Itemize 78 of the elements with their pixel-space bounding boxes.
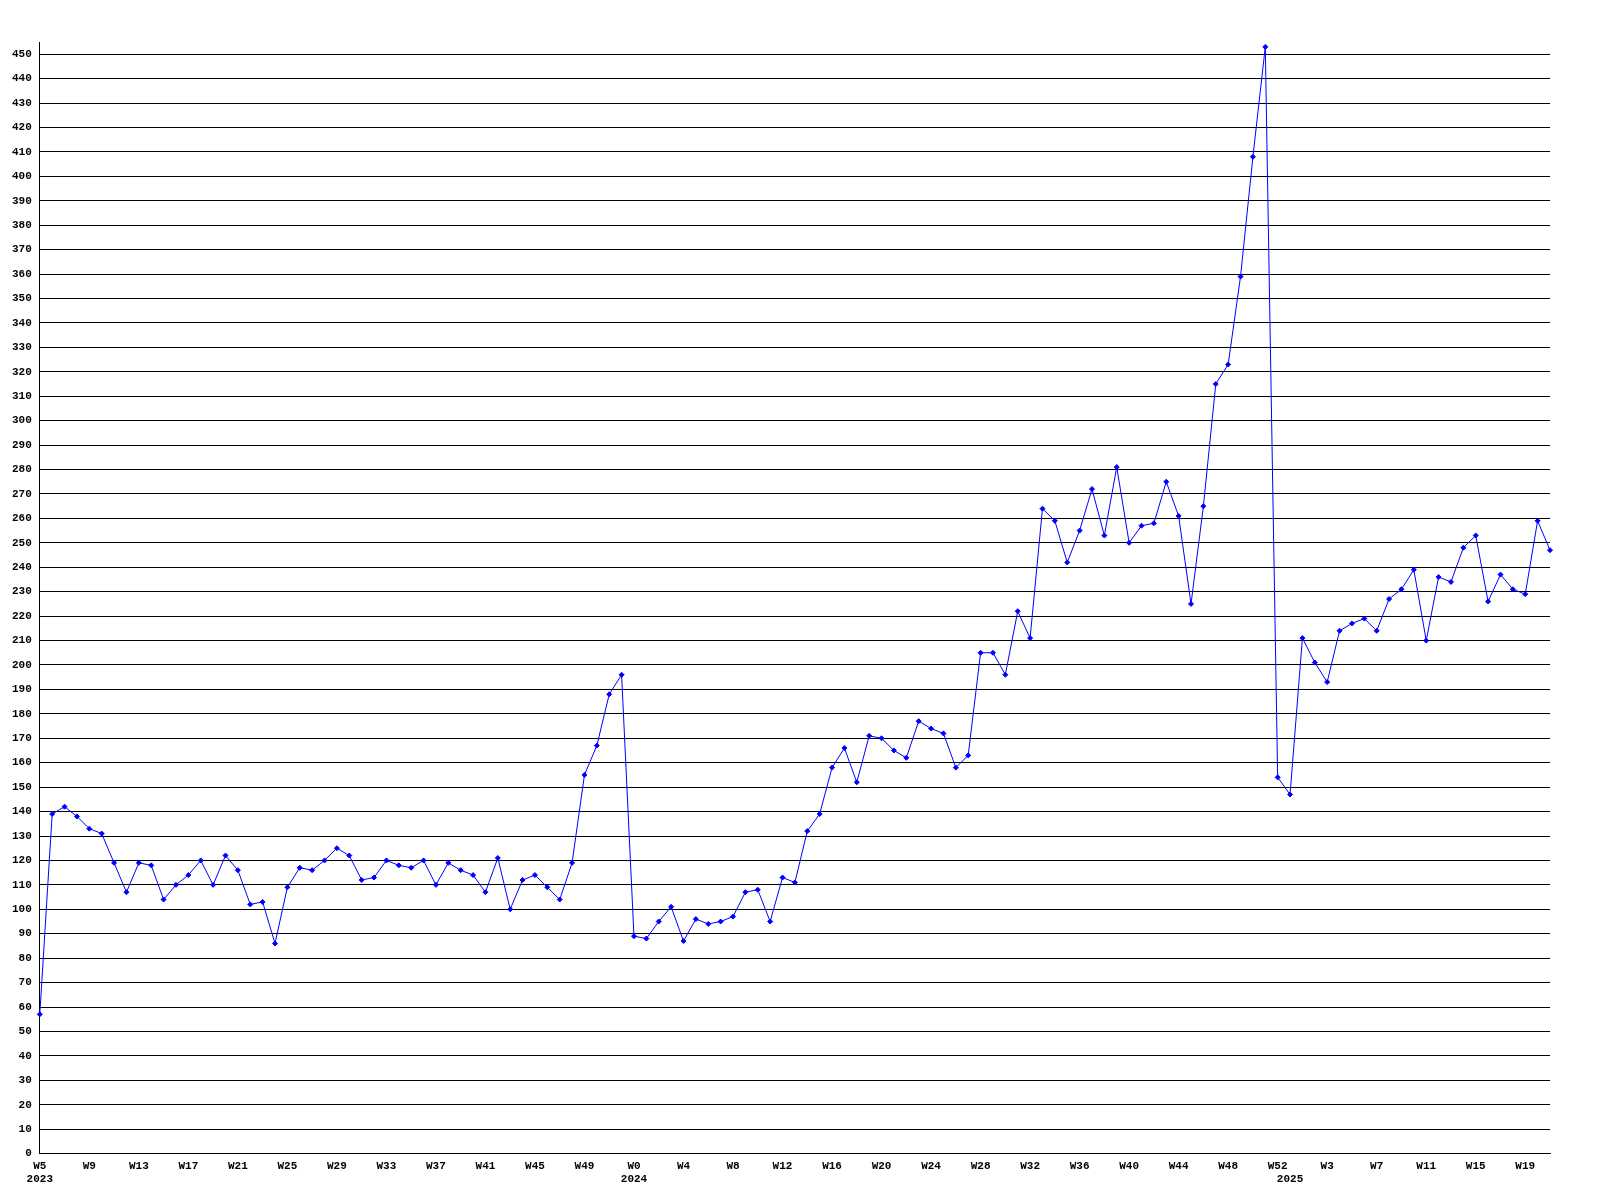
y-tick-label: 180 bbox=[11, 707, 32, 720]
x-tick-label: W0 2024 bbox=[620, 1159, 648, 1186]
y-tick-label: 70 bbox=[18, 976, 32, 989]
y-tick-label: 290 bbox=[11, 438, 32, 451]
y-tick-label: 340 bbox=[11, 316, 32, 329]
y-tick-label: 10 bbox=[18, 1122, 32, 1135]
x-tick-label: W36 bbox=[1069, 1159, 1090, 1172]
y-tick-label: 140 bbox=[11, 805, 32, 818]
x-tick-label: W13 bbox=[128, 1159, 150, 1172]
x-tick-label: W28 bbox=[970, 1159, 991, 1172]
x-tick-label: W8 bbox=[726, 1159, 741, 1172]
y-tick-label: 250 bbox=[11, 536, 32, 549]
y-tick-label: 420 bbox=[11, 121, 32, 134]
x-tick-label: W29 bbox=[326, 1159, 347, 1172]
x-tick-label: W44 bbox=[1168, 1159, 1189, 1172]
x-tick-label: W33 bbox=[376, 1159, 397, 1172]
y-tick-label: 130 bbox=[11, 829, 32, 842]
y-tick-label: 410 bbox=[11, 145, 32, 158]
x-tick-label: W45 bbox=[525, 1159, 546, 1172]
y-tick-label: 160 bbox=[11, 756, 32, 769]
y-tick-label: 450 bbox=[11, 47, 32, 60]
y-tick-label: 370 bbox=[11, 243, 32, 256]
y-tick-label: 430 bbox=[11, 96, 32, 109]
y-tick-label: 260 bbox=[11, 512, 32, 525]
x-tick-label: W15 bbox=[1465, 1159, 1487, 1172]
x-tick-label: W21 bbox=[227, 1159, 249, 1172]
x-tick-label: W7 bbox=[1370, 1159, 1384, 1172]
y-tick-label: 440 bbox=[11, 72, 32, 85]
x-tick-label: W41 bbox=[475, 1159, 496, 1172]
x-tick-label: W49 bbox=[574, 1159, 595, 1172]
y-tick-label: 200 bbox=[11, 658, 32, 671]
x-tick-label: W25 bbox=[277, 1159, 298, 1172]
y-tick-label: 380 bbox=[11, 219, 32, 231]
x-tick-label: W4 bbox=[676, 1159, 691, 1172]
y-tick-label: 400 bbox=[11, 170, 32, 183]
y-tick-label: 280 bbox=[11, 463, 32, 476]
y-tick-label: 40 bbox=[18, 1049, 32, 1062]
y-tick-label: 220 bbox=[11, 609, 32, 622]
x-tick-label: W48 bbox=[1218, 1159, 1239, 1172]
y-tick-label: 80 bbox=[18, 951, 32, 964]
y-tick-label: 100 bbox=[11, 903, 32, 916]
y-tick-label: 150 bbox=[11, 780, 32, 793]
y-tick-label: 90 bbox=[18, 927, 32, 940]
x-tick-label: W37 bbox=[426, 1159, 446, 1172]
y-tick-label: 310 bbox=[11, 390, 32, 403]
x-tick-label: W17 bbox=[178, 1159, 199, 1172]
y-tick-label: 300 bbox=[11, 414, 32, 427]
y-tick-label: 330 bbox=[11, 341, 32, 354]
y-tick-label: 30 bbox=[18, 1074, 32, 1087]
y-tick-label: 60 bbox=[18, 1000, 32, 1013]
y-tick-label: 110 bbox=[11, 878, 32, 891]
y-tick-label: 120 bbox=[11, 854, 32, 867]
x-tick-label: W24 bbox=[921, 1159, 942, 1172]
x-tick-label: W32 bbox=[1020, 1159, 1040, 1172]
y-tick-label: 240 bbox=[11, 561, 32, 574]
y-tick-label: 230 bbox=[11, 585, 32, 598]
x-tick-label: W52 bbox=[1267, 1159, 1288, 1172]
y-tick-label: 350 bbox=[11, 292, 32, 305]
y-tick-label: 50 bbox=[18, 1025, 32, 1038]
y-tick-label: 390 bbox=[11, 194, 32, 207]
x-tick-label: W12 bbox=[772, 1159, 793, 1172]
x-tick-label: W20 bbox=[871, 1159, 892, 1172]
x-tick-label: W11 bbox=[1416, 1159, 1437, 1172]
x-tick-label: W3 bbox=[1320, 1159, 1335, 1172]
y-tick-label: 20 bbox=[18, 1098, 32, 1111]
y-tick-label: 190 bbox=[11, 683, 32, 696]
y-tick-label: 0 bbox=[25, 1147, 32, 1160]
y-tick-label: 170 bbox=[11, 732, 32, 745]
x-tick-label: W5 2023 bbox=[26, 1159, 54, 1186]
x-tick-label: W19 bbox=[1515, 1159, 1536, 1172]
y-tick-label: 360 bbox=[11, 267, 32, 280]
x-tick-label: W40 bbox=[1119, 1159, 1140, 1172]
x-tick-label: W16 bbox=[822, 1159, 842, 1172]
y-tick-label: 270 bbox=[11, 487, 32, 500]
x-tick-label: W9 bbox=[82, 1159, 96, 1172]
y-tick-label: 320 bbox=[11, 365, 32, 378]
y-tick-label: 210 bbox=[11, 634, 32, 647]
x-tick-label: 2025 bbox=[1276, 1173, 1304, 1186]
